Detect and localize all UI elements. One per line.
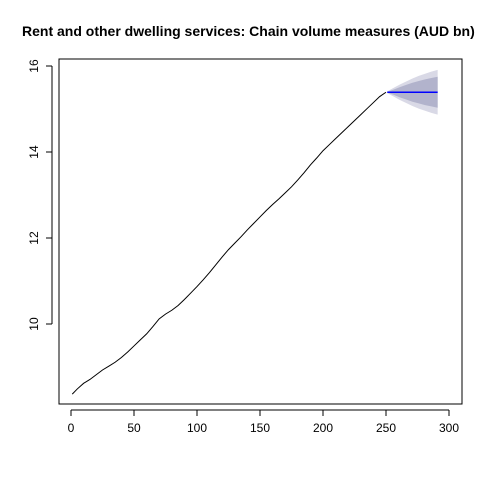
chart-title: Rent and other dwelling services: Chain … <box>22 23 475 39</box>
y-tick-label: 16 <box>27 59 41 73</box>
series-lines <box>71 91 438 395</box>
x-tick-label: 50 <box>127 421 141 435</box>
y-tick-label: 14 <box>27 145 41 159</box>
x-tick-label: 0 <box>68 421 75 435</box>
x-tick-label: 250 <box>376 421 396 435</box>
x-tick-label: 100 <box>187 421 207 435</box>
y-tick-label: 12 <box>27 231 41 245</box>
x-tick-label: 150 <box>250 421 270 435</box>
y-tick-label: 10 <box>27 317 41 331</box>
x-tick-label: 300 <box>439 421 459 435</box>
x-axis: 0 50 100 150 200 250 300 <box>68 409 459 435</box>
plot-area <box>58 58 463 405</box>
y-axis: 10 12 14 16 <box>27 59 53 331</box>
plot-frame <box>58 58 463 405</box>
history-line <box>71 91 387 395</box>
x-tick-label: 200 <box>313 421 333 435</box>
